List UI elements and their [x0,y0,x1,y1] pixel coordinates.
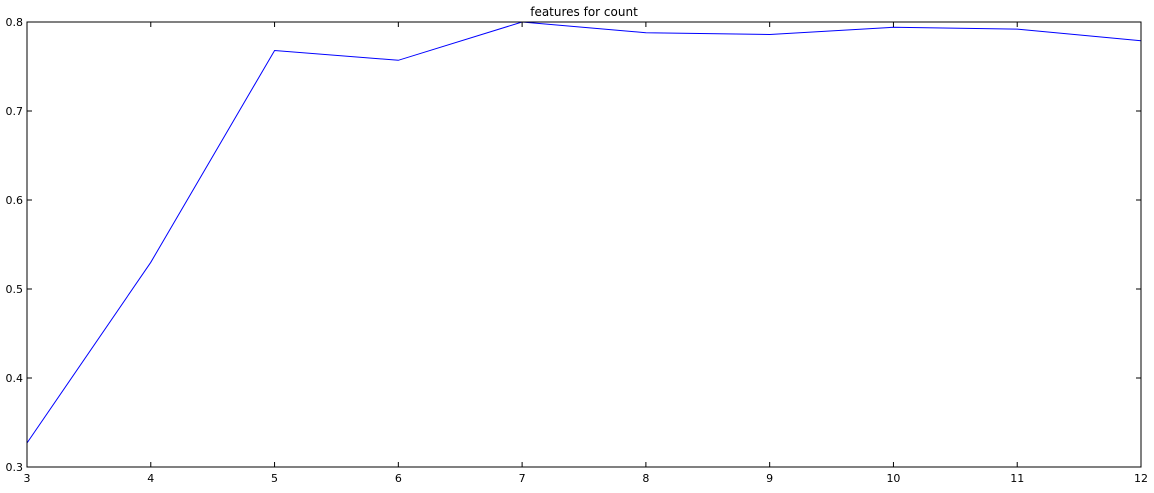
chart-title: features for count [530,5,638,19]
x-tick-label: 5 [271,472,278,485]
y-tick-label: 0.7 [6,105,24,118]
plot-area [26,21,1142,444]
series-line-0 [26,21,1142,444]
y-tick-label: 0.5 [6,283,24,296]
y-tick-label: 0.6 [6,194,24,207]
y-tick-label: 0.8 [6,16,24,29]
axes-frame [26,21,1142,468]
y-tick-label: 0.4 [6,372,24,385]
x-tick-label: 4 [147,472,154,485]
tick-labels: 3 4 5 6 7 8 9 10 11 12 0.3 0.4 0.5 0.6 0.7 0.8 [6,16,1149,485]
x-tick-label: 6 [395,472,402,485]
x-tick-label: 3 [24,472,31,485]
x-tick-label: 7 [519,472,526,485]
y-tick-label: 0.3 [6,461,24,474]
x-tick-label: 10 [886,472,900,485]
x-tick-label: 12 [1134,472,1148,485]
x-tick-label: 11 [1010,472,1024,485]
x-tick-label: 8 [642,472,649,485]
x-tick-label: 9 [766,472,773,485]
axis-ticks [26,21,1142,468]
